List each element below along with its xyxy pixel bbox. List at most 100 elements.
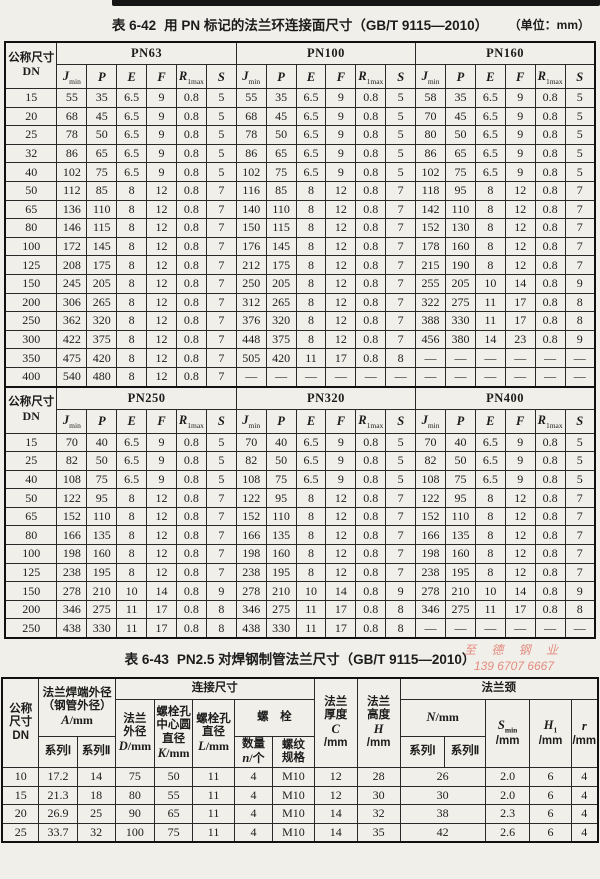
cell: 306 [56,292,88,313]
cell: 4 [570,785,599,806]
watermark-phone: 139 6707 6667 [473,659,555,674]
table-row: 50 112 85 8 12 0.8 7 116 85 8 12 0.8 7 118 95 8 12 0.8 7 [4,180,596,201]
cell: 7 [205,329,237,350]
cell: 195 [265,562,297,583]
table-row: 25 82 50 6.5 9 0.8 5 82 50 6.5 9 0.8 5 82 50 6.5 9 0.8 5 [4,451,596,471]
cell: 190 [445,255,476,275]
cell: 10 [116,581,148,601]
cell: 198 [415,544,446,564]
cell: 17.2 [38,767,78,787]
cell: 0.8 [175,488,207,508]
cell: 55 [235,88,267,108]
cell: 0.8 [534,180,566,201]
cell: 12 [146,525,177,546]
cell: 75 [445,469,476,490]
cell: 135 [86,525,118,546]
cell: 135 [445,525,476,546]
cell: 32 [76,822,116,843]
cell: 6.5 [474,432,506,453]
pn-group-header: PN63 [56,41,237,65]
cell: 152 [415,506,446,527]
table42-title-text: 用 PN 标记的法兰环连接面尺寸（GB/T 9115—2010） [164,18,489,33]
cell: 58 [415,88,446,108]
cell: 7 [385,311,417,331]
cell: 5 [205,451,237,471]
cell: — [415,366,446,388]
cell: 4 [233,785,274,806]
cell: 10 [474,581,506,601]
cell: 50 [265,125,297,145]
cell: 8 [116,180,148,201]
cell: — [474,366,506,388]
cell: 8 [474,506,506,527]
cell: 8 [116,255,148,275]
cell: 375 [86,329,118,350]
cell: — [504,366,536,388]
cell: 4 [570,767,599,787]
cell: 12 [146,311,177,331]
cell: 8 [474,255,506,275]
cell: 0.8 [534,506,566,527]
cell: 80 [415,125,446,145]
cell: 7 [385,525,417,546]
cell: 75 [445,162,476,182]
cell: 255 [415,273,446,294]
cell: 8 [474,562,506,583]
table-row: 15 21.3 18 80 55 11 4 M10 12 30 30 2.0 6 4 [1,785,599,806]
cell: 422 [56,329,88,350]
cell: 8 [295,292,327,313]
cell: 0.8 [355,292,387,313]
cell: — [385,366,417,388]
cell: 116 [235,180,267,201]
cell: 5 [564,125,596,145]
cell: 14 [313,822,358,843]
cell: 23 [504,329,536,350]
column-header: E [116,408,148,434]
column-header: F [504,64,536,89]
cell: — [325,366,357,388]
cell: 12 [504,180,536,201]
cell: 6.5 [295,162,327,182]
cell: 33.7 [38,822,78,843]
table43-title: 表 6-43 PN2.5 对焊钢制管法兰尺寸（GB/T 9115—2010） 至 … [0,643,600,674]
column-header: S [205,408,237,434]
cell: 152 [235,506,267,527]
dn-cell: 100 [4,236,58,257]
cell: 0.8 [175,292,207,313]
cell: 40 [265,432,297,453]
dn-cell: 50 [4,488,58,508]
cell: 0.8 [175,525,207,546]
cell: 0.8 [355,180,387,201]
cell: 2.0 [484,767,531,787]
cell: 65 [265,143,297,164]
pn-group-header: PN100 [235,41,417,65]
cell: 0.8 [175,236,207,257]
cell: 50 [86,125,118,145]
cell: 0.8 [534,88,566,108]
cell: 17 [146,599,177,620]
cell: 17 [325,599,357,620]
cell: 12 [504,199,536,220]
table-row: 10 17.2 14 75 50 11 4 M10 12 28 26 2.0 6 4 [1,767,599,787]
cell: 0.8 [534,329,566,350]
cell: 210 [86,581,118,601]
cell: 7 [564,255,596,275]
cell: 136 [56,199,88,220]
table43-title-text: PN2.5 对焊钢制管法兰尺寸（GB/T 9115—2010） [176,652,476,668]
cell: 160 [445,544,476,564]
cell: 8 [474,180,506,201]
cell: 0.8 [175,618,207,639]
cell: 9 [146,432,177,453]
cell: 145 [86,236,118,257]
cell: 8 [295,255,327,275]
cell: — [504,348,536,368]
cell: 95 [445,180,476,201]
column-header: E [474,408,506,434]
cell: 475 [56,348,88,368]
dn-cell: 65 [4,506,58,527]
dn-cell: 20 [1,804,40,824]
cell: 7 [205,506,237,527]
cell: 12 [146,562,177,583]
column-header: F [504,408,536,434]
